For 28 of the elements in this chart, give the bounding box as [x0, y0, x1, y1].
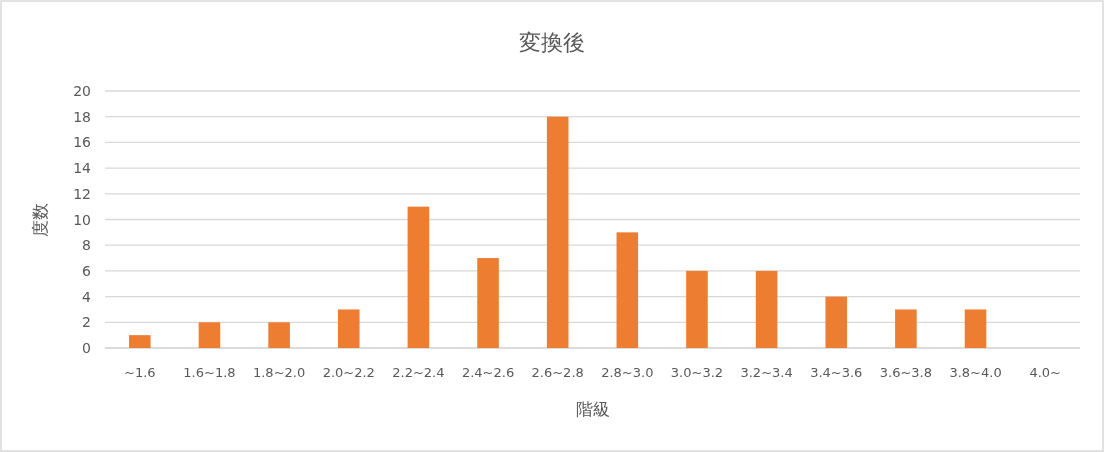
y-tick-label: 2 [82, 314, 91, 331]
y-tick-label: 20 [73, 83, 91, 99]
x-tick-label: 1.8~2.0 [252, 365, 306, 380]
x-tick-label: 2.8~3.0 [601, 365, 654, 380]
chart-title: 変換後 [519, 30, 585, 55]
y-tick-label: 14 [73, 160, 92, 177]
y-tick-label: 16 [73, 134, 92, 151]
y-tick-label: 10 [73, 211, 91, 228]
x-tick-label: 3.8~4.0 [949, 365, 1002, 380]
x-tick-label: 2.0~2.2 [322, 365, 375, 380]
x-tick-label: ~1.6 [124, 365, 156, 380]
y-tick-label: 18 [73, 108, 91, 125]
x-tick-label: 4.0~ [1029, 365, 1061, 380]
y-tick-label: 4 [82, 288, 92, 305]
y-tick-label: 6 [82, 262, 92, 279]
y-axis-title: 度数 [30, 202, 50, 237]
x-tick-label: 2.4~2.6 [461, 365, 515, 380]
y-tick-label: 0 [82, 340, 91, 356]
x-tick-label: 2.6~2.8 [531, 365, 584, 380]
x-tick-label: 2.2~2.4 [392, 365, 445, 380]
x-tick-label: 3.0~3.2 [670, 365, 724, 380]
x-tick-label: 3.4~3.6 [810, 365, 863, 380]
x-tick-label: 1.6~1.8 [183, 365, 236, 380]
x-tick-label: 3.6~3.8 [879, 365, 933, 380]
y-tick-label: 8 [82, 237, 91, 254]
y-tick-label: 12 [73, 185, 91, 202]
x-tick-label: 3.2~3.4 [740, 365, 793, 380]
x-axis-title: 階級 [575, 399, 610, 419]
